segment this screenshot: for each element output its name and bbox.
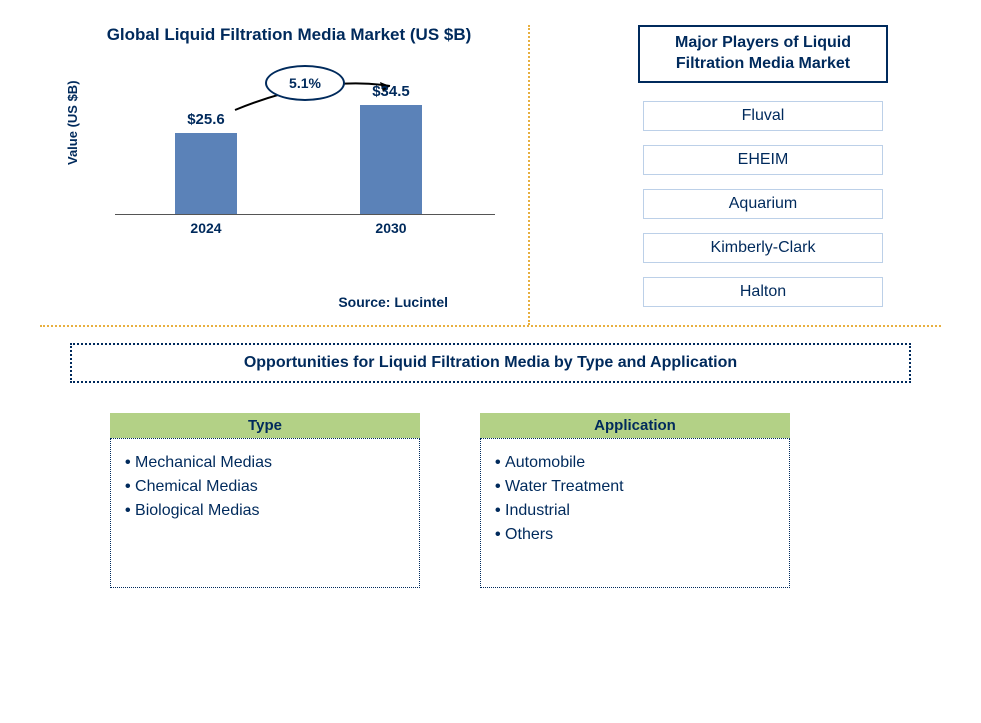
growth-callout: 5.1% <box>265 65 345 101</box>
list-item: Water Treatment <box>495 475 775 499</box>
category-list: Automobile Water Treatment Industrial Ot… <box>495 451 775 547</box>
players-header: Major Players of Liquid Filtration Media… <box>638 25 888 83</box>
category-list: Mechanical Medias Chemical Medias Biolog… <box>125 451 405 523</box>
x-tick: 2030 <box>360 220 422 236</box>
category-header: Application <box>480 413 790 438</box>
players-panel: Major Players of Liquid Filtration Media… <box>530 25 941 325</box>
player-item: EHEIM <box>643 145 883 175</box>
growth-rate-value: 5.1% <box>289 75 321 91</box>
list-item: Biological Medias <box>125 499 405 523</box>
list-item: Mechanical Medias <box>125 451 405 475</box>
categories-row: Type Mechanical Medias Chemical Medias B… <box>40 413 941 588</box>
list-item: Chemical Medias <box>125 475 405 499</box>
player-item: Aquarium <box>643 189 883 219</box>
bar-2030: $34.5 <box>360 105 422 215</box>
chart-area: Value (US $B) 5.1% $25.6 2024 <box>80 75 508 255</box>
horizontal-divider <box>40 325 941 327</box>
player-item: Halton <box>643 277 883 307</box>
list-item: Automobile <box>495 451 775 475</box>
opportunities-header: Opportunities for Liquid Filtration Medi… <box>70 343 911 383</box>
player-item: Fluval <box>643 101 883 131</box>
bar-plot: 5.1% $25.6 2024 $34.5 2030 <box>115 75 495 215</box>
x-tick: 2024 <box>175 220 237 236</box>
y-axis-label: Value (US $B) <box>65 80 80 165</box>
chart-panel: Global Liquid Filtration Media Market (U… <box>40 25 530 325</box>
chart-title: Global Liquid Filtration Media Market (U… <box>70 25 508 45</box>
category-body: Automobile Water Treatment Industrial Ot… <box>480 438 790 588</box>
category-box-application: Application Automobile Water Treatment I… <box>480 413 790 588</box>
bar-label: $25.6 <box>175 111 237 128</box>
infographic-container: Global Liquid Filtration Media Market (U… <box>0 0 981 723</box>
bar-label: $34.5 <box>360 83 422 100</box>
list-item: Others <box>495 523 775 547</box>
player-item: Kimberly-Clark <box>643 233 883 263</box>
category-header: Type <box>110 413 420 438</box>
bar-2024: $25.6 <box>175 133 237 215</box>
source-label: Source: Lucintel <box>338 294 448 310</box>
growth-rate-ellipse: 5.1% <box>265 65 345 101</box>
top-row: Global Liquid Filtration Media Market (U… <box>40 25 941 325</box>
list-item: Industrial <box>495 499 775 523</box>
category-box-type: Type Mechanical Medias Chemical Medias B… <box>110 413 420 588</box>
category-body: Mechanical Medias Chemical Medias Biolog… <box>110 438 420 588</box>
x-axis-line <box>115 214 495 215</box>
